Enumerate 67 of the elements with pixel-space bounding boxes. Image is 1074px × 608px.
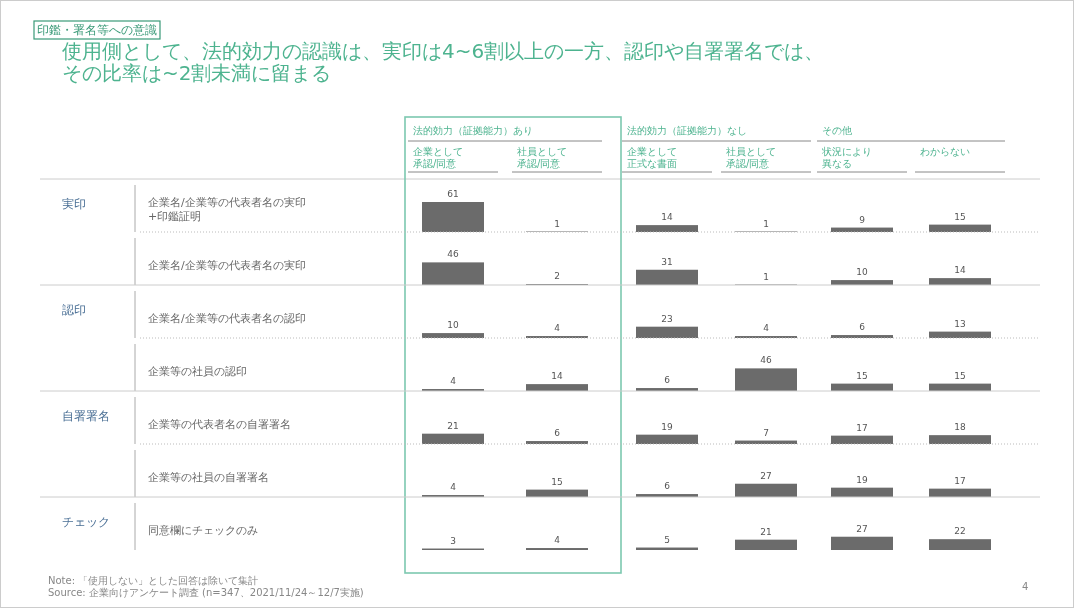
data-label: 1 [763,218,769,229]
y-axis-title: 企業名/企業等の代表者名の実印 [148,259,306,272]
data-label: 21 [760,526,772,537]
data-label: 6 [554,428,561,439]
x-tick-label: 企業として承認/同意 [413,146,463,169]
data-label: 21 [447,420,459,431]
source-note: Source: 企業向けアンケート調査 (n=347、2021/11/24～12/7実施) [48,587,364,598]
data-label: 23 [661,313,673,324]
y-axis-title: 企業名/企業等の代表者名の認印 [148,312,306,325]
text: Note: 「使用しない」とした回答は除いて集計 [48,575,259,586]
text: 印鑑・署名等への意識 [37,23,157,37]
text: 法的効力（証拠能力）あり [413,125,533,136]
y-axis-title: 企業等の代表者名の自署署名 [148,418,291,431]
y-axis-title: 同意欄にチェックのみ [148,524,258,537]
x-tick-label: 社員として承認/同意 [726,146,776,169]
data-label: 13 [954,318,966,329]
data-label: 1 [763,271,769,282]
data-label: 5 [664,534,670,545]
text: 法的効力（証拠能力）なし [627,125,747,136]
x-tick-label: 企業として正式な書面 [627,146,677,169]
data-label: 31 [661,256,673,267]
data-label: 7 [763,427,769,438]
data-label: 4 [554,535,561,546]
data-label: 17 [954,475,966,486]
data-label: 18 [954,422,966,433]
data-label: 22 [954,526,966,537]
data-label: 4 [763,323,770,334]
data-label: 15 [551,476,563,487]
data-label: 15 [954,370,966,381]
data-label: 14 [661,212,673,223]
text: その他 [822,125,852,136]
data-label: 15 [954,211,966,222]
data-label: 1 [554,218,560,229]
data-label: 19 [661,421,673,432]
data-label: 3 [450,535,456,546]
data-label: 61 [447,189,459,199]
data-label: 27 [856,523,868,534]
data-label: 10 [447,320,459,331]
data-label: 4 [450,376,457,387]
data-label: 14 [954,265,966,276]
data-label: 46 [447,249,459,260]
x-tick-label: 社員として承認/同意 [517,146,567,169]
text: チェック [62,515,110,529]
data-label: 46 [760,355,772,366]
text: 4 [1022,581,1029,592]
data-label: 4 [450,482,457,493]
y-axis-title: 企業等の社員の認印 [148,365,247,378]
x-tick-label: 状況により異なる [821,146,872,169]
data-label: 6 [664,481,671,492]
y-axis-title: 企業等の社員の自署署名 [148,471,269,484]
text: 認印 [62,303,86,317]
data-label: 10 [856,267,868,278]
y-axis-title: 企業名/企業等の代表者名の実印+印鑑証明 [148,196,306,223]
text: 自署署名 [62,409,110,423]
data-label: 9 [859,214,866,225]
data-label: 4 [554,323,561,334]
data-label: 6 [859,322,866,333]
data-label: 19 [856,474,868,485]
data-label: 14 [551,371,563,382]
text: 使用側として、法的効力の認識は、実印は4~6割以上の一方、認印や自署署名では、その比率は~2割未満に留まる [62,39,825,85]
data-label: 2 [554,271,560,282]
data-label: 17 [856,422,868,433]
data-label: 6 [664,375,671,386]
text: 実印 [62,197,86,211]
data-label: 27 [760,470,772,481]
data-label: 15 [856,370,868,381]
x-tick-label: わからない [920,146,970,157]
